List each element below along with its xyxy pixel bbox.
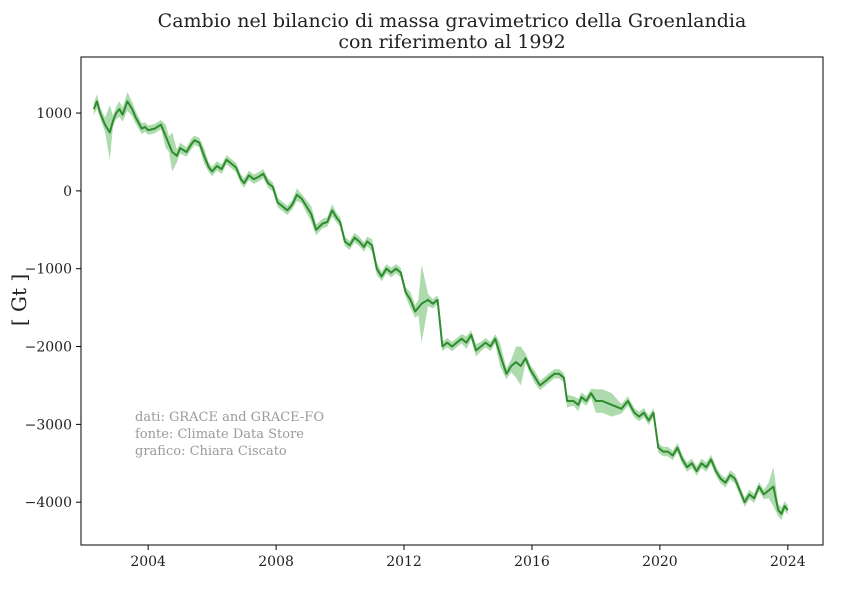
x-tick-label: 2024 <box>770 554 806 570</box>
x-tick-label: 2020 <box>642 554 678 570</box>
y-tick-label: −4000 <box>25 495 72 511</box>
y-tick-label: 1000 <box>36 106 72 122</box>
annotation-line-3: grafico: Chiara Ciscato <box>135 444 287 459</box>
source-annotation: dati: GRACE and GRACE-FO fonte: Climate … <box>135 410 324 459</box>
chart-title: Cambio nel bilancio di massa gravimetric… <box>158 10 747 53</box>
y-tick-label: −2000 <box>25 340 72 356</box>
y-tick-label: −1000 <box>25 262 72 278</box>
y-tick-label: 0 <box>63 184 72 200</box>
chart-title-line-2: con riferimento al 1992 <box>338 31 565 53</box>
plot-area <box>80 56 824 546</box>
x-tick-label: 2004 <box>130 554 166 570</box>
y-tick-label: −3000 <box>25 417 72 433</box>
annotation-line-2: fonte: Climate Data Store <box>135 427 304 442</box>
uncertainty-band <box>93 92 788 521</box>
axis-ticks: 2004 2008 2012 2016 2020 2024 1000 0 −1000 −2000 −… <box>25 106 806 570</box>
plot-frame <box>80 56 824 546</box>
annotation-line-1: dati: GRACE and GRACE-FO <box>135 410 324 425</box>
y-axis-label: [ Gt ] <box>7 274 31 326</box>
x-tick-label: 2008 <box>258 554 294 570</box>
x-tick-label: 2016 <box>514 554 550 570</box>
chart-title-line-1: Cambio nel bilancio di massa gravimetric… <box>158 10 747 32</box>
mass-balance-line <box>92 100 789 515</box>
x-tick-label: 2012 <box>386 554 422 570</box>
